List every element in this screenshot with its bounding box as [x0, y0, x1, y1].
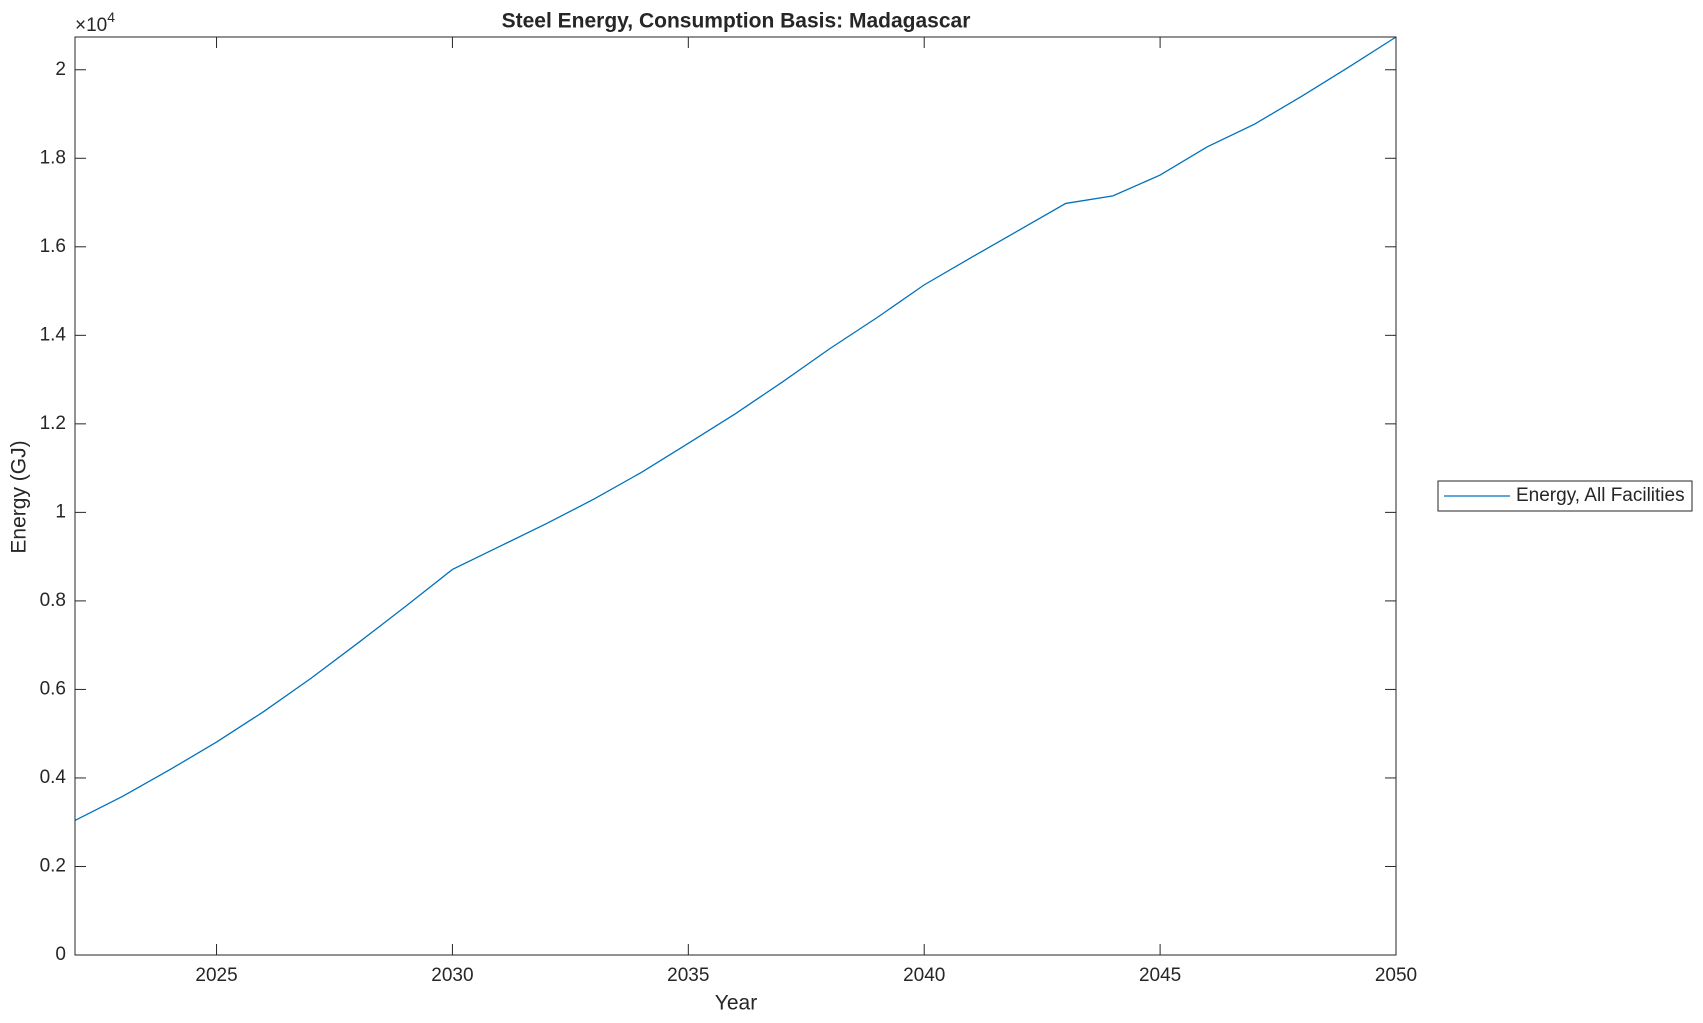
- chart-title: Steel Energy, Consumption Basis: Madagas…: [502, 10, 971, 33]
- y-tick-label: 1.6: [40, 236, 66, 257]
- y-tick-label: 0.6: [40, 678, 66, 699]
- y-tick-label: 0.8: [40, 590, 66, 611]
- y-tick-label: 0.2: [40, 855, 66, 876]
- x-tick-label: 2030: [431, 965, 473, 986]
- x-tick-label: 2025: [195, 965, 237, 986]
- y-axis-label: Energy (GJ): [8, 440, 31, 553]
- plot-frame: [74, 36, 1397, 956]
- y-multiplier: ×104: [75, 9, 115, 36]
- x-tick-label: 2045: [1139, 965, 1181, 986]
- data-line: [74, 36, 1397, 822]
- y-tick-label: 2: [55, 59, 66, 80]
- x-tick-label: 2035: [667, 965, 709, 986]
- x-tick-label: 2050: [1375, 965, 1417, 986]
- legend-label: Energy, All Facilities: [1516, 485, 1685, 506]
- y-tick-label: 1.8: [40, 147, 66, 168]
- y-tick-label: 0.4: [40, 767, 67, 788]
- x-tick-label: 2040: [903, 965, 945, 986]
- y-tick-label: 1: [55, 501, 66, 522]
- multiplier-exponent: 4: [107, 9, 115, 25]
- multiplier-base: ×10: [75, 15, 107, 36]
- legend: Energy, All Facilities: [1437, 480, 1693, 512]
- y-tick-label: 1.4: [40, 324, 67, 345]
- x-axis-label: Year: [715, 992, 757, 1015]
- y-tick-label: 0: [55, 944, 66, 965]
- y-tick-label: 1.2: [40, 413, 66, 434]
